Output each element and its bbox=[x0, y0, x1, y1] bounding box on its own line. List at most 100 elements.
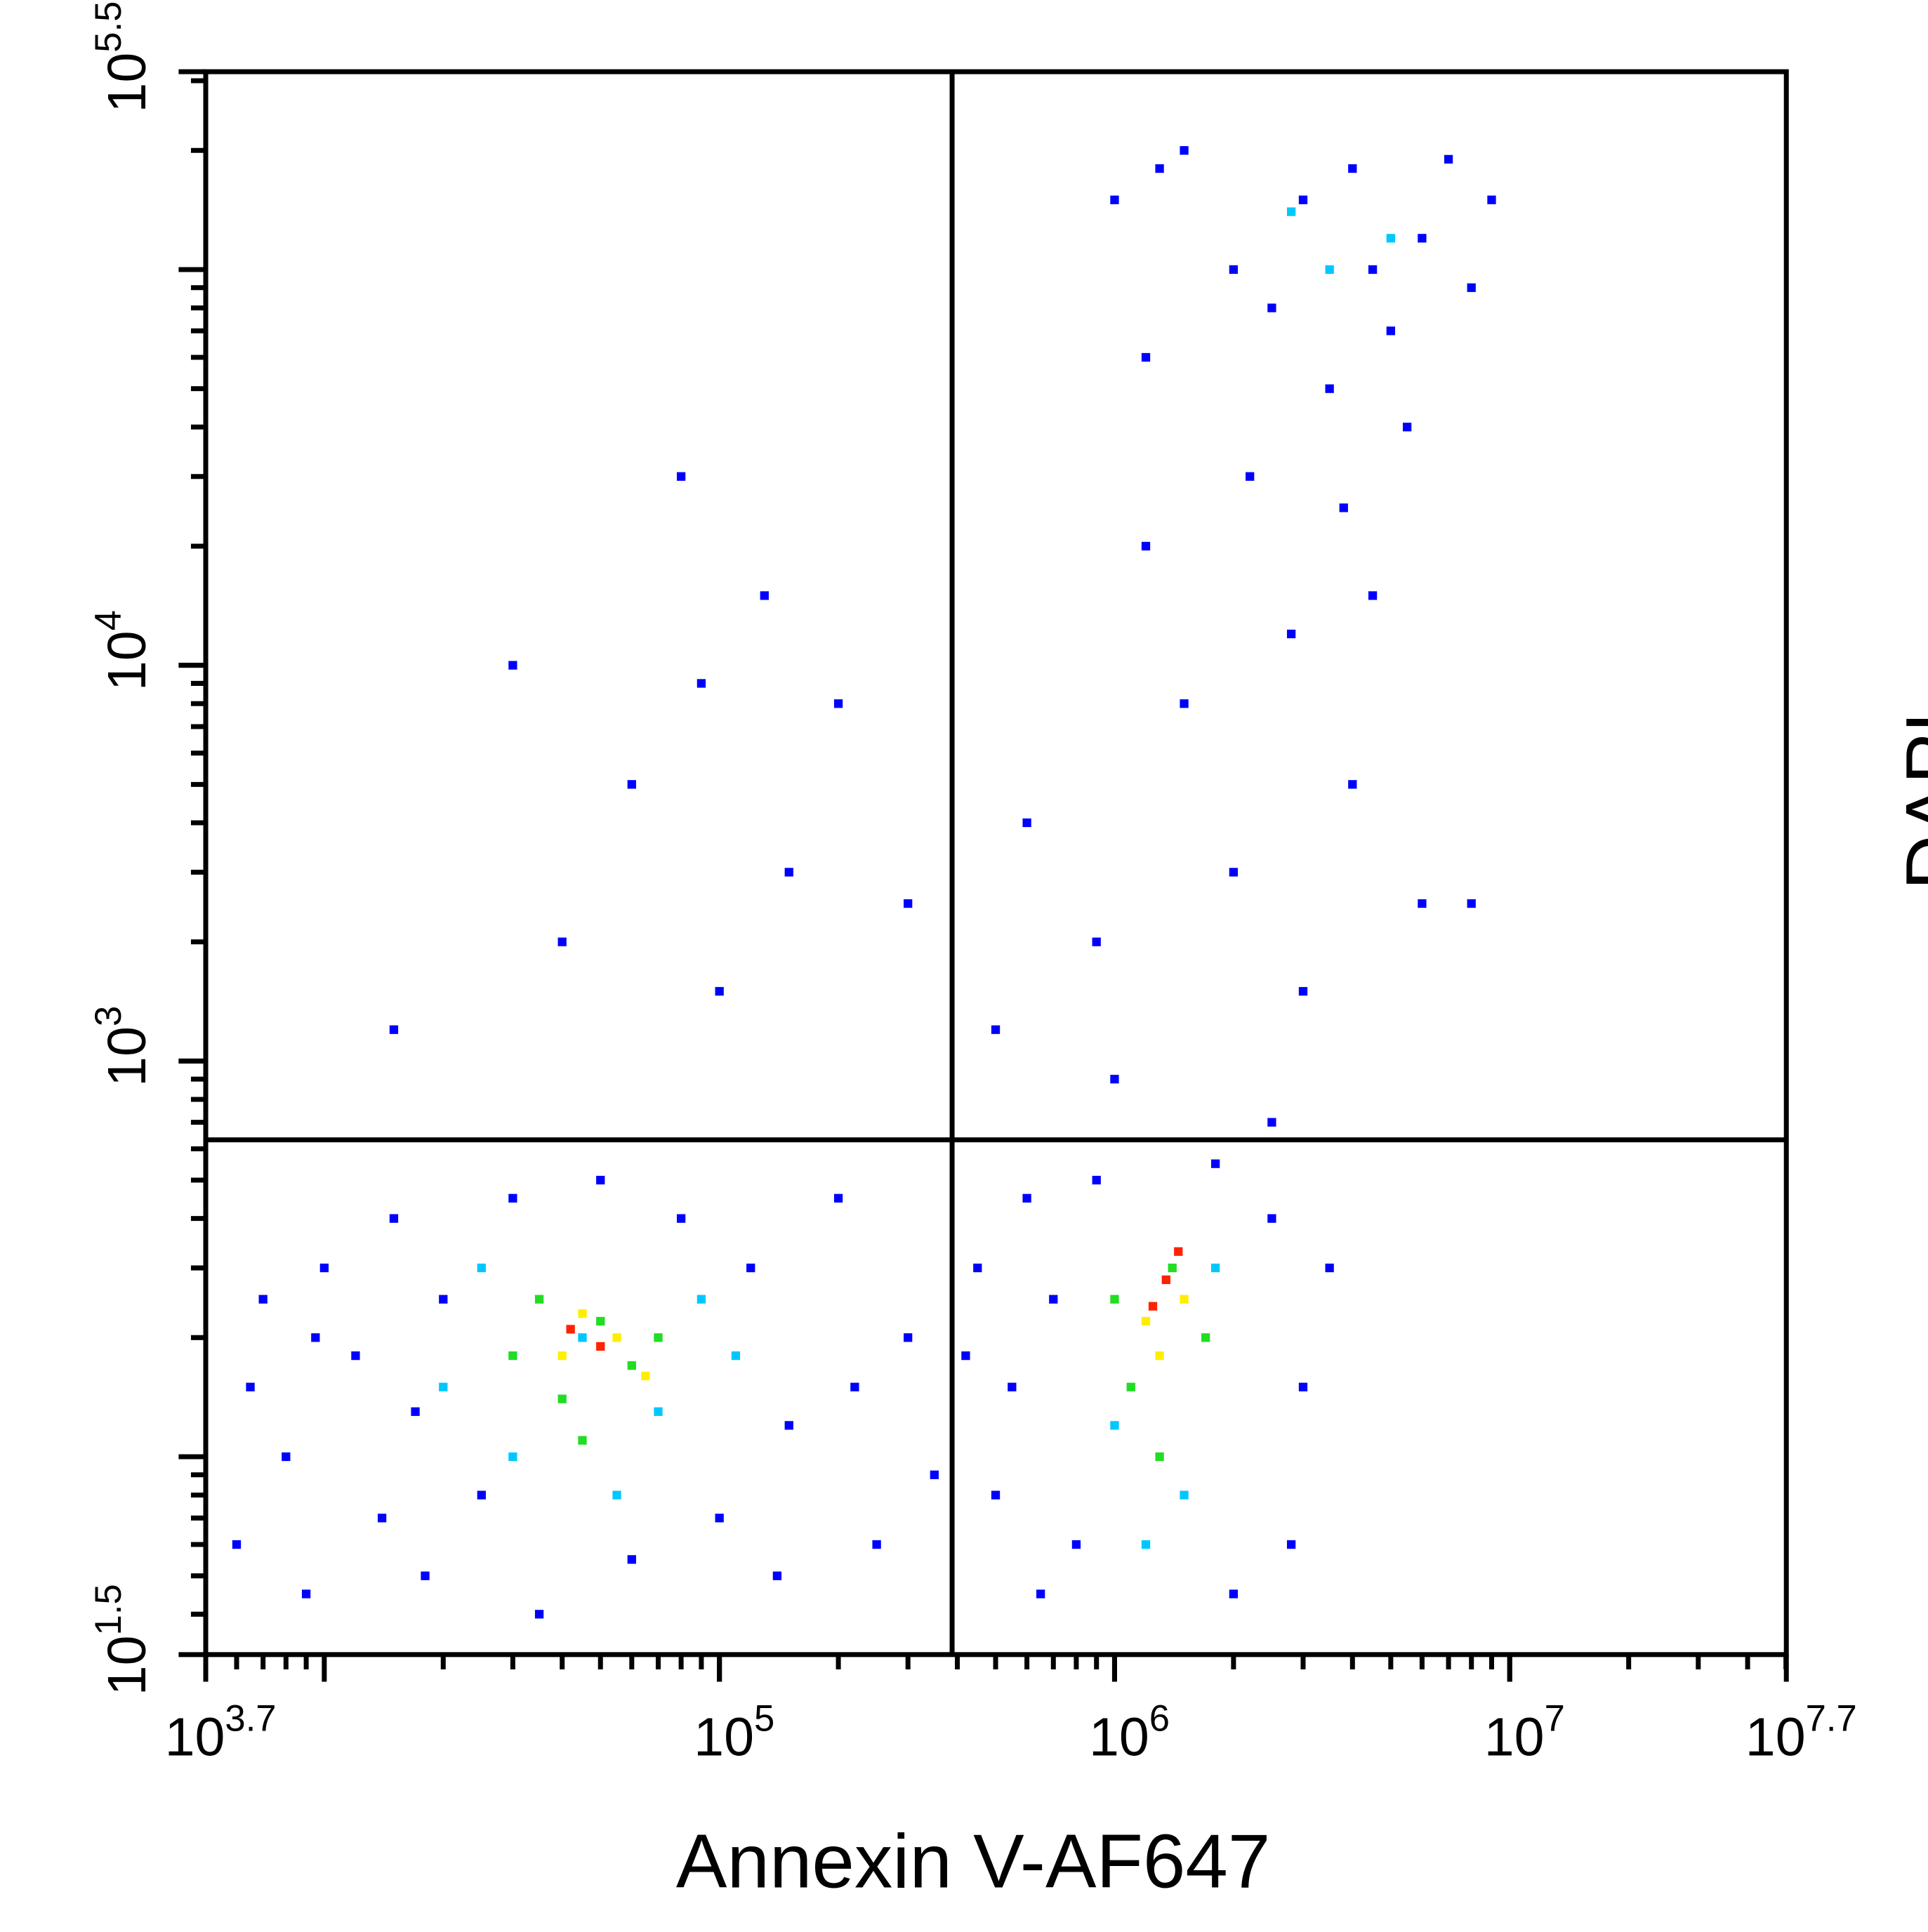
data-point bbox=[1267, 1214, 1276, 1223]
data-point bbox=[1180, 1490, 1189, 1500]
data-point bbox=[1444, 154, 1453, 164]
data-point bbox=[1180, 1295, 1189, 1304]
data-point bbox=[1049, 1295, 1058, 1304]
data-point bbox=[973, 1263, 982, 1273]
data-point bbox=[508, 1452, 517, 1462]
data-point bbox=[1141, 541, 1151, 551]
data-point bbox=[760, 591, 769, 600]
data-point bbox=[696, 1295, 706, 1304]
data-point bbox=[477, 1263, 486, 1273]
data-point bbox=[1155, 1452, 1164, 1462]
data-point bbox=[612, 1333, 621, 1342]
data-point bbox=[1286, 629, 1296, 639]
data-point bbox=[566, 1325, 575, 1334]
data-point bbox=[904, 1333, 913, 1342]
data-point bbox=[258, 1295, 268, 1304]
y-tick-label: 104 bbox=[88, 610, 157, 691]
data-point bbox=[1267, 303, 1276, 312]
data-point bbox=[596, 1316, 605, 1326]
data-point bbox=[1036, 1589, 1045, 1599]
data-point bbox=[1348, 780, 1357, 789]
data-point bbox=[1022, 818, 1031, 828]
data-point bbox=[715, 986, 724, 996]
data-point bbox=[534, 1610, 544, 1619]
data-point bbox=[1386, 234, 1395, 243]
x-tick-label: 105 bbox=[694, 1698, 774, 1768]
data-point bbox=[1386, 326, 1395, 336]
data-point bbox=[627, 780, 636, 789]
data-point bbox=[439, 1382, 448, 1391]
data-point bbox=[1229, 265, 1239, 274]
data-point bbox=[961, 1351, 970, 1361]
data-point bbox=[1168, 1263, 1177, 1273]
data-point bbox=[1141, 1316, 1151, 1326]
data-point bbox=[991, 1490, 1001, 1500]
data-point bbox=[389, 1214, 399, 1223]
data-point bbox=[282, 1452, 291, 1462]
x-tick-label: 106 bbox=[1089, 1698, 1170, 1768]
data-point bbox=[508, 661, 517, 670]
data-point bbox=[930, 1470, 939, 1479]
data-point bbox=[1141, 1540, 1151, 1549]
y-tick-label: 103 bbox=[88, 1006, 157, 1087]
data-point bbox=[746, 1263, 755, 1273]
data-point bbox=[772, 1571, 782, 1580]
data-point bbox=[301, 1589, 311, 1599]
data-point bbox=[1201, 1333, 1210, 1342]
data-point bbox=[696, 679, 706, 688]
data-point bbox=[578, 1309, 587, 1318]
data-point bbox=[784, 1421, 793, 1430]
data-point bbox=[1487, 195, 1496, 204]
data-point bbox=[596, 1342, 605, 1351]
data-point bbox=[232, 1540, 242, 1549]
data-point bbox=[1210, 1263, 1220, 1273]
data-point bbox=[1174, 1247, 1183, 1256]
data-point bbox=[1286, 1540, 1296, 1549]
data-point bbox=[1161, 1275, 1170, 1285]
data-point bbox=[439, 1295, 448, 1304]
data-point bbox=[715, 1514, 724, 1523]
data-point bbox=[1325, 265, 1334, 274]
data-point bbox=[872, 1540, 881, 1549]
data-point bbox=[1210, 1159, 1220, 1168]
y-axis-label: DAPI bbox=[1891, 712, 1928, 890]
y-tick-label: 101.5 bbox=[88, 1584, 157, 1695]
data-point bbox=[1368, 591, 1378, 600]
x-tick-label: 107.7 bbox=[1745, 1698, 1857, 1768]
data-point bbox=[1155, 164, 1164, 173]
x-tick-label: 107 bbox=[1484, 1698, 1565, 1768]
data-point bbox=[246, 1382, 255, 1391]
data-point bbox=[627, 1555, 636, 1564]
data-point bbox=[1418, 234, 1427, 243]
data-point bbox=[1110, 195, 1119, 204]
data-point bbox=[1298, 986, 1308, 996]
y-tick-label: 105.5 bbox=[88, 1, 157, 113]
data-point bbox=[1110, 1074, 1119, 1084]
data-point bbox=[1110, 1295, 1119, 1304]
data-point bbox=[1298, 195, 1308, 204]
data-point bbox=[1092, 1175, 1101, 1185]
data-point bbox=[1126, 1382, 1135, 1391]
data-point bbox=[676, 1214, 686, 1223]
data-point bbox=[351, 1351, 360, 1361]
data-point bbox=[508, 1351, 517, 1361]
data-point bbox=[850, 1382, 859, 1391]
data-point bbox=[1298, 1382, 1308, 1391]
data-point bbox=[1180, 699, 1189, 708]
data-point bbox=[904, 899, 913, 908]
data-point bbox=[784, 868, 793, 877]
data-point bbox=[833, 699, 843, 708]
data-point bbox=[1071, 1540, 1081, 1549]
data-point bbox=[833, 1193, 843, 1203]
data-point bbox=[1348, 164, 1357, 173]
data-point bbox=[1110, 1421, 1119, 1430]
data-point bbox=[1339, 503, 1348, 512]
data-point bbox=[1246, 472, 1255, 481]
data-point bbox=[319, 1263, 329, 1273]
data-point bbox=[1402, 423, 1412, 432]
plot-frame bbox=[203, 69, 1789, 1658]
data-point bbox=[612, 1490, 621, 1500]
data-point bbox=[1229, 868, 1239, 877]
